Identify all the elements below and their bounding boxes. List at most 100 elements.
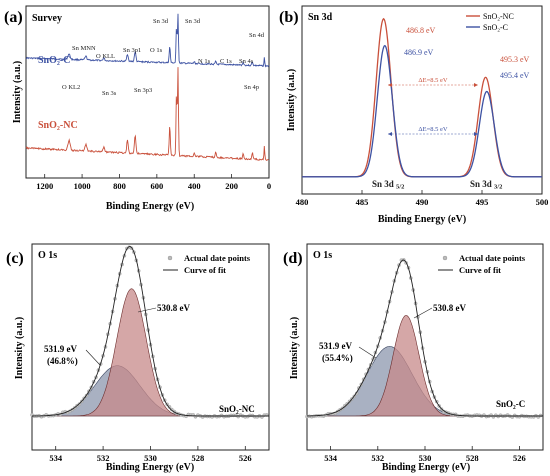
annotation-o-1s: O 1s	[150, 47, 163, 54]
annotation-sn-3d-52: Sn 3d 5/2	[372, 179, 404, 191]
panel-a-xlabel: Binding Energy (eV)	[106, 201, 194, 212]
data-point	[538, 413, 543, 418]
panel-c-label: (c)	[6, 250, 24, 267]
x-tick-label: 532	[371, 453, 384, 463]
annotation-495-4: 495.4 eV	[500, 71, 530, 80]
legend-marker-actual-nc	[167, 255, 173, 261]
x-tick-label: 1200	[36, 181, 53, 191]
panel-b-sn3d: (b) Sn 3d Binding Energy (eV) Intensity …	[279, 5, 549, 225]
panel-d-sample-label: SnO₂-C	[496, 399, 525, 409]
legend-label-actual-nc: Actual date points	[184, 253, 251, 263]
annotation-c-1s: C 1s	[220, 58, 232, 65]
panel-c-sample-label: SnO₂-NC	[219, 404, 255, 414]
peak-label-530-8-nc: 530.8 eV	[157, 303, 190, 313]
panel-b-legend: SnO₂-NC SnO₂-C	[466, 12, 514, 32]
x-tick-label: 400	[188, 181, 201, 191]
x-tick-label: 495	[476, 197, 489, 207]
panel-c-title: O 1s	[38, 250, 57, 261]
panel-b-label: (b)	[279, 9, 299, 26]
x-tick-label: 526	[513, 453, 526, 463]
x-tick-label: 200	[225, 181, 238, 191]
panel-d-legend: Actual date points Curve of fit	[438, 253, 526, 275]
panel-b-ylabel: Intensity (a.u.)	[286, 69, 297, 132]
x-tick-label: 480	[296, 197, 309, 207]
x-tick-label: 1000	[74, 181, 91, 191]
x-tick-label: 528	[466, 453, 479, 463]
panel-a-series-label-nc: SnO₂-NC	[38, 120, 78, 131]
x-tick-label: 528	[192, 453, 205, 463]
legend-label-sno2-c: SnO₂-C	[483, 23, 508, 32]
peak-label-530-8-c: 530.8 eV	[433, 303, 466, 313]
peak-label-531-9-c: 531.9 eV	[319, 341, 352, 351]
x-tick-label: 534	[324, 453, 338, 463]
panel-d-x-ticks: 534 532 530 528 526	[324, 446, 526, 463]
panel-d-xlabel: Binding Energy (eV)	[382, 462, 470, 473]
x-tick-label: 485	[356, 197, 369, 207]
panel-a-frame	[25, 5, 270, 179]
series-line-sno2-nc-sn3d	[302, 17, 542, 178]
annotation-486-8: 486.8 eV	[406, 26, 436, 35]
annotation-495-3: 495.3 eV	[500, 55, 530, 64]
panel-a-annotations: Sn MNN O KLL O KL2 Sn 3s Sn 3p1 Sn 3p3 O…	[62, 18, 265, 97]
panel-b-title: Sn 3d	[308, 12, 333, 23]
panel-b-annotations: 486.8 eV 486.9 eV 495.3 eV 495.4 eV ΔE=8…	[372, 26, 530, 191]
peak-share-531-9-c: (55.4%)	[322, 353, 353, 363]
panel-c-ylabel: Intensity (a.u.)	[14, 317, 25, 380]
x-tick-label: 530	[144, 453, 157, 463]
panel-c-o1s-nc: (c) O 1s Binding Energy (eV) Intensity (…	[6, 243, 270, 473]
panel-d-ylabel: Intensity (a.u.)	[289, 317, 300, 380]
annotation-sn-4p: Sn 4p	[244, 84, 259, 91]
peak-leader-530-8-c	[413, 307, 433, 319]
peak-leader-531-9-c	[358, 346, 377, 359]
legend-label-sno2-nc: SnO₂-NC	[483, 12, 514, 21]
annotation-sn-mnn: Sn MNN	[72, 45, 96, 52]
x-tick-label: 534	[49, 453, 63, 463]
annotation-n-1s: N 1s	[198, 58, 211, 65]
panel-a-ylabel: Intensity (a.u.)	[12, 61, 23, 124]
annotation-sn-3s: Sn 3s	[102, 90, 117, 97]
x-tick-label: 500	[536, 197, 549, 207]
panel-c-legend: Actual date points Curve of fit	[163, 253, 251, 275]
annotation-delta-c: ΔE=8.5 eV	[418, 126, 447, 133]
annotation-486-9: 486.9 eV	[404, 48, 434, 57]
annotation-sn-3d-32: Sn 3d 3/2	[470, 179, 502, 191]
peak-share-531-9-nc: (46.8%)	[47, 356, 78, 366]
peak-leader-531-9-nc	[85, 349, 101, 366]
series-line-sno2-c-survey	[25, 13, 270, 68]
peak-label-531-9-nc: 531.9 eV	[44, 344, 77, 354]
panel-d-o1s-c: (d) O 1s Binding Energy (eV) Intensity (…	[283, 243, 544, 473]
annotation-sn-4s: Sn 4s	[239, 58, 254, 65]
panel-a-x-ticks: 1200 1000 800 600 400 200 0	[36, 174, 271, 191]
annotation-sn-3p3: Sn 3p3	[134, 87, 152, 94]
curve-of-fit-c	[307, 259, 543, 417]
x-tick-label: 600	[150, 181, 163, 191]
x-tick-label: 800	[113, 181, 126, 191]
panel-a-series-label-c: SnO₂-C	[38, 55, 70, 66]
annotation-o-kl2: O KL2	[62, 84, 80, 91]
legend-label-fit-c: Curve of fit	[459, 265, 501, 275]
panel-b-x-ticks: 480 485 490 495 500	[296, 190, 549, 207]
peak-leader-530-8-nc	[137, 307, 157, 313]
panel-a-title: Survey	[32, 13, 62, 24]
x-tick-label: 530	[419, 453, 432, 463]
legend-label-actual-c: Actual date points	[459, 253, 526, 263]
panel-d-label: (d)	[283, 250, 303, 267]
x-tick-label: 0	[267, 181, 271, 191]
series-line-sno2-c-sn3d	[302, 44, 542, 178]
legend-label-fit-nc: Curve of fit	[184, 265, 226, 275]
annotation-delta-nc: ΔE=8.5 eV	[418, 77, 447, 84]
legend-marker-actual-c	[442, 255, 448, 261]
panel-c-xlabel: Binding Energy (eV)	[106, 462, 194, 473]
panel-d-title: O 1s	[313, 250, 332, 261]
annotation-sn-4d: Sn 4d	[249, 32, 265, 39]
panel-a-label: (a)	[4, 9, 23, 26]
annotation-sn-3d-b: Sn 3d	[185, 18, 201, 25]
curve-of-fit-nc	[32, 246, 269, 417]
series-line-sno2-nc-survey	[25, 67, 269, 161]
panel-a-survey: (a) Survey Binding Energy (eV) Intensity…	[4, 5, 271, 212]
x-tick-label: 532	[97, 453, 110, 463]
panel-c-x-ticks: 534 532 530 528 526	[49, 446, 252, 463]
annotation-o-kll: O KLL	[96, 53, 115, 60]
panel-b-xlabel: Binding Energy (eV)	[378, 214, 466, 225]
